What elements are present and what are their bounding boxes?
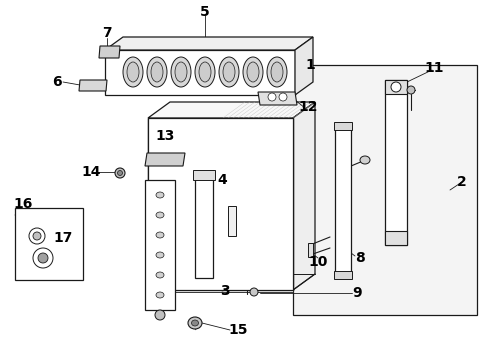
Bar [334, 271, 352, 279]
Ellipse shape [360, 156, 370, 164]
Polygon shape [99, 46, 120, 58]
Bar [145, 180, 175, 310]
Ellipse shape [151, 62, 163, 82]
Text: 2: 2 [457, 175, 467, 189]
Text: 3: 3 [220, 284, 230, 298]
Ellipse shape [192, 320, 198, 326]
Ellipse shape [268, 93, 276, 101]
Ellipse shape [115, 168, 125, 178]
Ellipse shape [219, 57, 239, 87]
Polygon shape [293, 102, 315, 290]
Polygon shape [105, 37, 313, 50]
Text: 14: 14 [81, 165, 101, 179]
Ellipse shape [188, 317, 202, 329]
Text: 5: 5 [200, 5, 210, 19]
Bar [195, 178, 213, 278]
Ellipse shape [250, 288, 258, 296]
Bar [228, 206, 236, 236]
Ellipse shape [33, 232, 41, 240]
Ellipse shape [156, 192, 164, 198]
Bar [15, 208, 83, 280]
Bar [308, 243, 313, 257]
Text: 15: 15 [228, 323, 248, 337]
Polygon shape [295, 37, 313, 95]
Ellipse shape [247, 62, 259, 82]
Text: 11: 11 [424, 61, 444, 75]
Text: 9: 9 [352, 286, 362, 300]
Ellipse shape [147, 57, 167, 87]
Ellipse shape [223, 62, 235, 82]
Ellipse shape [123, 57, 143, 87]
Polygon shape [293, 65, 477, 315]
Polygon shape [148, 102, 315, 118]
Bar [334, 122, 352, 130]
Ellipse shape [175, 62, 187, 82]
Bar [193, 170, 215, 180]
Ellipse shape [267, 57, 287, 87]
Text: 10: 10 [308, 255, 328, 269]
Ellipse shape [199, 62, 211, 82]
Polygon shape [148, 118, 293, 290]
Ellipse shape [156, 272, 164, 278]
Text: 17: 17 [53, 231, 73, 245]
Bar [148, 284, 293, 292]
Text: 7: 7 [102, 26, 112, 40]
Ellipse shape [279, 93, 287, 101]
Ellipse shape [407, 86, 415, 94]
Ellipse shape [156, 252, 164, 258]
Ellipse shape [118, 171, 122, 176]
Bar [385, 80, 407, 94]
Text: 12: 12 [298, 100, 318, 114]
Ellipse shape [156, 212, 164, 218]
Ellipse shape [391, 82, 401, 92]
Ellipse shape [127, 62, 139, 82]
Text: 1: 1 [305, 58, 315, 72]
Ellipse shape [271, 62, 283, 82]
Bar [335, 128, 351, 273]
Text: 13: 13 [155, 129, 175, 143]
Polygon shape [145, 153, 185, 166]
Polygon shape [79, 80, 107, 91]
Ellipse shape [29, 228, 45, 244]
Ellipse shape [171, 57, 191, 87]
Ellipse shape [156, 232, 164, 238]
Ellipse shape [243, 57, 263, 87]
Ellipse shape [33, 248, 53, 268]
Ellipse shape [195, 57, 215, 87]
Text: 6: 6 [52, 75, 62, 89]
Polygon shape [258, 92, 297, 105]
Ellipse shape [155, 310, 165, 320]
Polygon shape [105, 50, 295, 95]
Ellipse shape [156, 292, 164, 298]
Ellipse shape [38, 253, 48, 263]
Text: 16: 16 [13, 197, 33, 211]
Bar [385, 231, 407, 245]
Text: 8: 8 [355, 251, 365, 265]
Bar [385, 80, 407, 245]
Text: 4: 4 [217, 173, 227, 187]
